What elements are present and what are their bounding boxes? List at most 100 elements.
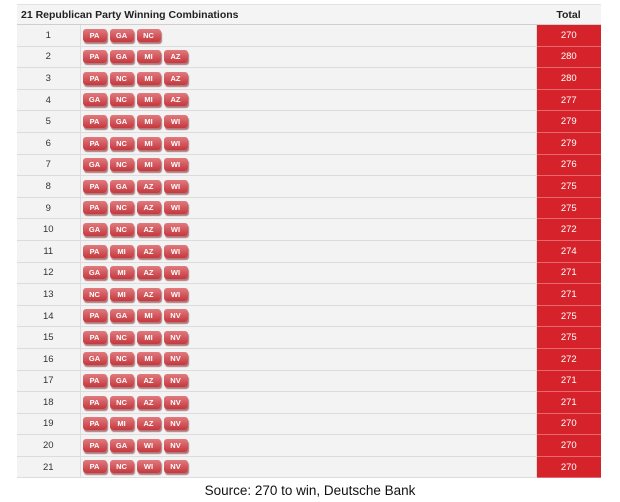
state-chip: GA <box>109 309 134 323</box>
electoral-total: 270 <box>536 24 602 47</box>
combination-number: 21 <box>17 456 81 479</box>
state-chip: PA <box>82 28 107 42</box>
state-chip: GA <box>109 179 134 193</box>
combination-number: 6 <box>17 132 81 155</box>
state-chip: WI <box>163 222 188 236</box>
state-chip: NC <box>109 460 134 474</box>
state-chip: MI <box>136 330 161 344</box>
table-body: 1 PA GA NC 270 2 PA GA MI AZ 280 3 PA NC MI AZ 280 4 GA NC M… <box>17 24 602 479</box>
table-row: 18 PA NC AZ NV 271 <box>17 391 602 414</box>
combination-number: 16 <box>17 348 81 371</box>
combination-number: 20 <box>17 434 81 457</box>
state-chip: AZ <box>136 395 161 409</box>
combination-number: 5 <box>17 110 81 133</box>
state-chip: PA <box>82 395 107 409</box>
state-chip: MI <box>109 244 134 258</box>
state-chip: PA <box>82 71 107 85</box>
combination-number: 1 <box>17 24 81 47</box>
state-chip: GA <box>82 93 107 107</box>
state-chip: WI <box>163 201 188 215</box>
total-column-header: Total <box>536 4 602 25</box>
state-chip: MI <box>136 352 161 366</box>
state-combination: PA GA MI WI <box>80 110 537 133</box>
state-chip: GA <box>82 158 107 172</box>
table-row: 10 GA NC AZ WI 272 <box>17 218 602 241</box>
state-combination: PA NC AZ NV <box>80 391 537 414</box>
state-chip: NC <box>109 136 134 150</box>
state-chip: GA <box>109 28 134 42</box>
state-chip: AZ <box>163 50 188 64</box>
state-chip: GA <box>109 114 134 128</box>
state-chip: NV <box>163 395 188 409</box>
table-row: 13 NC MI AZ WI 271 <box>17 283 602 306</box>
table-row: 5 PA GA MI WI 279 <box>17 110 602 133</box>
state-chip: NV <box>163 309 188 323</box>
state-chip: GA <box>109 438 134 452</box>
combination-number: 7 <box>17 154 81 177</box>
state-combination: PA NC MI AZ <box>80 67 537 90</box>
table-title: 21 Republican Party Winning Combinations <box>17 4 537 25</box>
combination-number: 17 <box>17 370 81 393</box>
source-note: Source: 270 to win, Deutsche Bank <box>204 483 416 498</box>
combination-number: 3 <box>17 67 81 90</box>
state-chip: PA <box>82 201 107 215</box>
state-chip: NC <box>136 28 161 42</box>
state-combination: PA GA NC <box>80 24 537 47</box>
electoral-total: 270 <box>536 434 602 457</box>
state-chip: PA <box>82 374 107 388</box>
table-header-row: 21 Republican Party Winning Combinations… <box>17 4 602 25</box>
table-row: 8 PA GA AZ WI 275 <box>17 175 602 198</box>
electoral-total: 270 <box>536 413 602 436</box>
electoral-total: 271 <box>536 283 602 306</box>
table-row: 12 GA MI AZ WI 271 <box>17 262 602 285</box>
state-chip: WI <box>163 266 188 280</box>
state-chip: WI <box>163 287 188 301</box>
state-combination: PA GA WI NV <box>80 434 537 457</box>
state-combination: PA GA AZ WI <box>80 175 537 198</box>
table-row: 21 PA NC WI NV 270 <box>17 456 602 479</box>
combination-number: 9 <box>17 197 81 220</box>
table-row: 6 PA NC MI WI 279 <box>17 132 602 155</box>
combination-number: 10 <box>17 218 81 241</box>
state-chip: MI <box>136 93 161 107</box>
state-chip: NV <box>163 460 188 474</box>
state-chip: MI <box>136 309 161 323</box>
state-chip: NC <box>82 287 107 301</box>
electoral-total: 279 <box>536 132 602 155</box>
electoral-total: 277 <box>536 89 602 112</box>
combination-number: 19 <box>17 413 81 436</box>
electoral-total: 271 <box>536 262 602 285</box>
table-row: 1 PA GA NC 270 <box>17 24 602 47</box>
state-chip: PA <box>82 244 107 258</box>
state-chip: NC <box>109 71 134 85</box>
electoral-total: 280 <box>536 67 602 90</box>
state-combination: GA NC MI NV <box>80 348 537 371</box>
electoral-total: 275 <box>536 175 602 198</box>
table-row: 14 PA GA MI NV 275 <box>17 305 602 328</box>
state-combination: PA NC MI WI <box>80 132 537 155</box>
table-row: 17 PA GA AZ NV 271 <box>17 370 602 393</box>
electoral-total: 271 <box>536 370 602 393</box>
combination-number: 14 <box>17 305 81 328</box>
electoral-total: 279 <box>536 110 602 133</box>
state-chip: AZ <box>136 374 161 388</box>
table-row: 9 PA NC AZ WI 275 <box>17 197 602 220</box>
table-row: 15 PA NC MI NV 275 <box>17 326 602 349</box>
state-chip: NV <box>163 330 188 344</box>
state-chip: MI <box>136 71 161 85</box>
state-chip: AZ <box>136 287 161 301</box>
state-chip: NV <box>163 417 188 431</box>
combination-number: 13 <box>17 283 81 306</box>
combinations-table-container: 21 Republican Party Winning Combinations… <box>17 4 602 479</box>
state-chip: MI <box>109 417 134 431</box>
state-combination: PA GA MI AZ <box>80 46 537 69</box>
electoral-total: 274 <box>536 240 602 263</box>
table-row: 19 PA MI AZ NV 270 <box>17 413 602 436</box>
state-chip: AZ <box>136 201 161 215</box>
combination-number: 2 <box>17 46 81 69</box>
electoral-total: 271 <box>536 391 602 414</box>
state-chip: WI <box>163 179 188 193</box>
state-chip: GA <box>82 352 107 366</box>
state-combination: PA NC AZ WI <box>80 197 537 220</box>
state-chip: MI <box>136 136 161 150</box>
